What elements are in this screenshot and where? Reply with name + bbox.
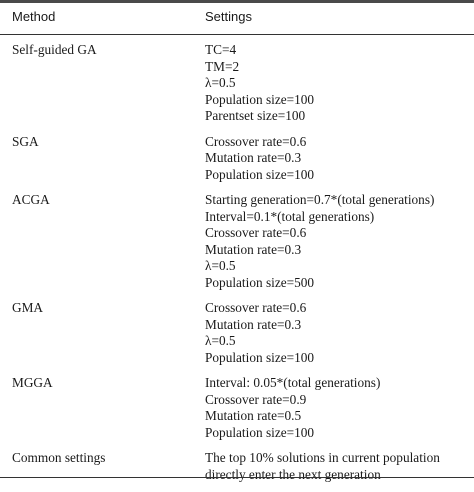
setting-line: Crossover rate=0.6 (205, 300, 307, 315)
table-row: MGGA Interval: 0.05*(total generations) … (0, 375, 474, 441)
setting-line: Population size=100 (205, 349, 315, 365)
setting-line: Mutation rate=0.3 (205, 316, 302, 332)
table-row: ACGA Starting generation=0.7*(total gene… (0, 192, 474, 291)
setting-line: Interval: 0.05*(total generations) (205, 375, 381, 390)
setting-line: λ=0.5 (205, 258, 236, 273)
setting-line: Mutation rate=0.5 (205, 408, 302, 423)
setting-line: Population size=100 (205, 91, 315, 107)
row-settings: The top 10% solutions in current populat… (205, 450, 440, 483)
setting-line: λ=0.5 (205, 333, 236, 348)
row-method: Self-guided GA (12, 42, 97, 57)
header-settings: Settings (205, 9, 252, 24)
row-method: SGA (12, 133, 39, 149)
row-method: ACGA (12, 192, 50, 207)
table-body: Self-guided GA TC=4 TM=2 λ=0.5 Populatio… (0, 42, 474, 492)
setting-line: The top 10% solutions in current populat… (205, 450, 440, 465)
row-settings: Interval: 0.05*(total generations) Cross… (205, 375, 380, 441)
header-method: Method (12, 9, 56, 24)
setting-line: λ=0.5 (205, 75, 236, 90)
setting-line: Starting generation=0.7*(total generatio… (205, 192, 435, 207)
table-row: GMA Crossover rate=0.6 Mutation rate=0.3… (0, 300, 474, 366)
setting-line: Crossover rate=0.9 (205, 391, 307, 407)
setting-line: directly enter the next generation (205, 466, 381, 482)
row-settings: Crossover rate=0.6 Mutation rate=0.3 λ=0… (205, 300, 314, 366)
setting-line: Population size=500 (205, 274, 315, 290)
row-settings: TC=4 TM=2 λ=0.5 Population size=100 Pare… (205, 42, 314, 125)
setting-line: Crossover rate=0.6 (205, 225, 307, 240)
table-row: Self-guided GA TC=4 TM=2 λ=0.5 Populatio… (0, 42, 474, 125)
table-row: Common settings The top 10% solutions in… (0, 450, 474, 483)
header-rule (0, 34, 474, 35)
setting-line: Population size=100 (205, 166, 315, 182)
setting-line: Mutation rate=0.3 (205, 150, 302, 165)
table-bottom-rule (0, 477, 474, 478)
row-settings: Crossover rate=0.6 Mutation rate=0.3 Pop… (205, 134, 314, 184)
row-method: Common settings (12, 450, 106, 465)
setting-line: Population size=100 (205, 424, 315, 440)
setting-line: Interval=0.1*(total generations) (205, 208, 375, 224)
setting-line: Parentset size=100 (205, 108, 306, 123)
setting-line: TC=4 (205, 42, 237, 57)
table-row: SGA Crossover rate=0.6 Mutation rate=0.3… (0, 134, 474, 184)
table-header: Method Settings (0, 9, 474, 29)
setting-line: Mutation rate=0.3 (205, 241, 302, 257)
table-top-rule (0, 0, 474, 3)
row-method: MGGA (12, 375, 53, 390)
row-settings: Starting generation=0.7*(total generatio… (205, 192, 434, 291)
setting-line: TM=2 (205, 58, 240, 74)
row-method: GMA (12, 300, 44, 315)
setting-line: Crossover rate=0.6 (205, 133, 307, 149)
